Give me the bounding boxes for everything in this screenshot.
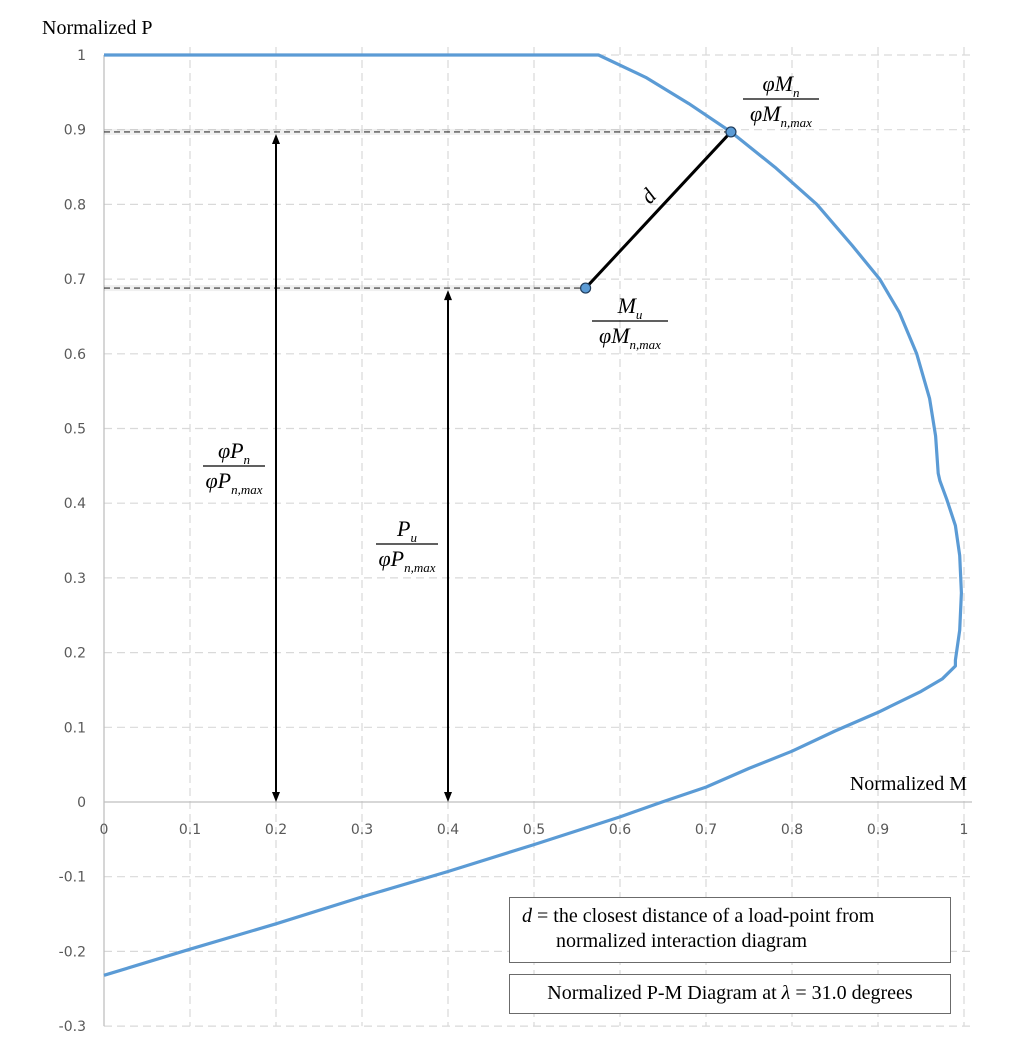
x-axis-title: Normalized M <box>850 773 967 795</box>
y-tick-label: 0.5 <box>64 422 86 438</box>
arrow-head-down-icon <box>272 792 280 802</box>
y-tick-label: -0.3 <box>59 1019 86 1035</box>
lambda-symbol: λ <box>781 982 791 1004</box>
x-tick-label: 0.8 <box>781 822 803 838</box>
y-tick-label: 0.3 <box>64 571 86 587</box>
x-tick-label: 0 <box>100 822 109 838</box>
y-tick-label: 1 <box>77 48 86 64</box>
x-tick-label: 0.3 <box>351 822 373 838</box>
arrow-head-down-icon <box>444 792 452 802</box>
y-tick-label: -0.1 <box>59 870 86 886</box>
dashed-guide-lines <box>104 128 731 292</box>
dimension-arrows <box>272 133 452 802</box>
axes <box>103 55 972 1027</box>
y-tick-labels: 1 0.9 0.8 0.7 0.6 0.5 0.4 0.3 0.2 0.1 0 -0.1 -0.2 -0.… <box>59 48 86 1035</box>
chart-title-box: Normalized P-M Diagram at λ = 31.0 degre… <box>509 974 951 1014</box>
grid-lines <box>104 47 972 1027</box>
title-suffix: = 31.0 degrees <box>790 982 913 1004</box>
note-variable: d <box>522 905 532 927</box>
svg-text:Pu: Pu <box>396 516 417 545</box>
y-tick-label: 0.2 <box>64 646 86 662</box>
y-tick-label: 0.8 <box>64 197 86 213</box>
y-tick-label: 0.4 <box>64 496 86 512</box>
y-tick-label: 0.7 <box>64 272 86 288</box>
x-tick-label: 0.1 <box>179 822 201 838</box>
note-equals: = <box>532 905 554 927</box>
interaction-curve <box>103 53 963 977</box>
x-tick-label: 0.4 <box>437 822 459 838</box>
x-tick-label: 1 <box>960 822 969 838</box>
x-tick-label: 0.6 <box>609 822 631 838</box>
load-point-marker <box>579 282 592 294</box>
y-axis-title: Normalized P <box>42 17 153 39</box>
x-tick-label: 0.5 <box>523 822 545 838</box>
y-tick-label: -0.2 <box>59 944 86 960</box>
note-line-1: the closest distance of a load-point fro… <box>553 905 875 927</box>
x-tick-label: 0.9 <box>867 822 889 838</box>
x-tick-label: 0.2 <box>265 822 287 838</box>
svg-text:φPn: φPn <box>218 438 250 467</box>
arrow-head-up-icon <box>444 290 452 301</box>
x-tick-label: 0.7 <box>695 822 717 838</box>
y-tick-label: 0.9 <box>64 123 86 139</box>
y-tick-label: 0 <box>77 795 86 811</box>
svg-text:φPn,max: φPn,max <box>378 546 435 575</box>
y-tick-label: 0.6 <box>64 347 86 363</box>
svg-text:φMn,max: φMn,max <box>599 323 661 352</box>
distance-definition-note: d = the closest distance of a load-point… <box>509 897 951 963</box>
note-line-2: normalized interaction diagram <box>556 930 808 952</box>
x-tick-labels: 0 0.1 0.2 0.3 0.4 0.5 0.6 0.7 0.8 0.9 1 <box>100 822 969 838</box>
svg-text:φPn,max: φPn,max <box>205 468 262 497</box>
arrow-head-up-icon <box>272 133 280 144</box>
svg-text:Mu: Mu <box>617 293 643 322</box>
svg-text:φMn,max: φMn,max <box>750 101 812 130</box>
distance-line <box>584 130 733 290</box>
title-prefix: Normalized P-M Diagram at <box>547 982 782 1004</box>
capacity-point-marker <box>725 126 737 138</box>
svg-text:φMn: φMn <box>763 71 800 100</box>
y-tick-label: 0.1 <box>64 720 86 736</box>
